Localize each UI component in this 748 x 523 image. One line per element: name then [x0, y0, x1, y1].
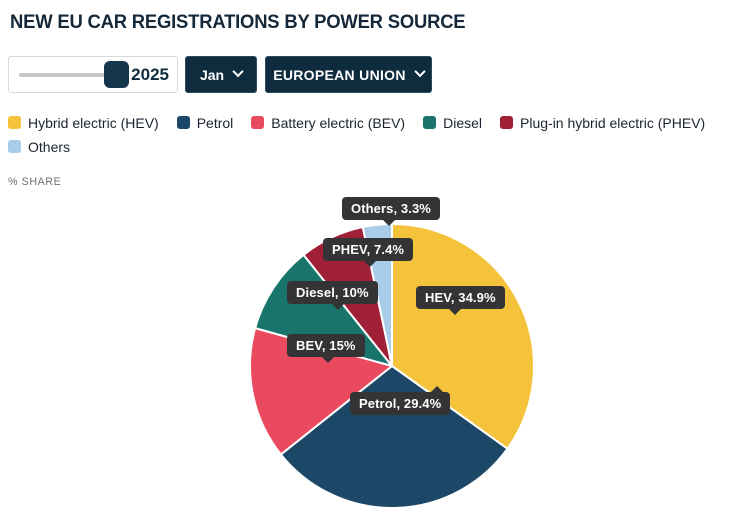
pie-slice-bev[interactable] [248, 327, 393, 456]
pie-label-pointer-icon [448, 308, 462, 322]
legend-swatch-icon [8, 140, 21, 153]
pie-slice-petrol[interactable] [279, 365, 509, 509]
pie-label-pointer-icon [430, 379, 444, 393]
page-title: NEW EU CAR REGISTRATIONS BY POWER SOURCE [10, 12, 466, 33]
month-dropdown-label: Jan [199, 66, 225, 83]
pie-label-hev: HEV, 34.9% [416, 286, 505, 315]
pie-label-phev: PHEV, 7.4% [323, 238, 414, 267]
legend-label: Diesel [443, 114, 483, 131]
legend-item-phev[interactable]: Plug-in hybrid electric (PHEV) [500, 112, 705, 133]
legend-item-diesel[interactable]: Diesel [423, 112, 482, 133]
pie-label-others: Others, 3.3% [342, 197, 440, 226]
legend-label: Plug-in hybrid electric (PHEV) [520, 114, 706, 131]
pie-label-text: PHEV, 7.4% [332, 242, 405, 257]
legend-item-others[interactable]: Others [8, 136, 70, 157]
pie-label-pointer-icon [321, 356, 335, 370]
legend-label: Hybrid electric (HEV) [28, 114, 159, 131]
pie-label-text: Others, 3.3% [351, 201, 431, 216]
pie-label-pointer-icon [382, 219, 396, 233]
year-slider-thumb[interactable] [104, 61, 129, 88]
legend-item-hev[interactable]: Hybrid electric (HEV) [8, 112, 159, 133]
legend-label: Others [28, 138, 71, 155]
chevron-down-icon [232, 65, 244, 77]
legend-swatch-icon [8, 116, 21, 129]
pie-label-text: BEV, 15% [296, 338, 356, 353]
chevron-down-icon [414, 65, 426, 77]
pie-label-diesel: Diesel, 10% [287, 281, 378, 310]
legend-swatch-icon [251, 116, 265, 129]
pie-label-pointer-icon [331, 303, 345, 317]
chart-legend: Hybrid electric (HEV) Petrol Battery elect… [8, 112, 744, 157]
pie-label-text: HEV, 34.9% [425, 290, 496, 305]
share-axis-label: % SHARE [8, 176, 62, 188]
pie-label-bev: BEV, 15% [287, 334, 365, 363]
year-slider: 2025 [8, 56, 178, 93]
legend-swatch-icon [500, 116, 514, 129]
pie-label-text: Petrol, 29.4% [359, 396, 442, 411]
year-slider-track[interactable] [19, 73, 123, 77]
pie-label-pointer-icon [363, 260, 377, 274]
legend-item-bev[interactable]: Battery electric (BEV) [251, 112, 405, 133]
year-slider-value: 2025 [131, 65, 169, 84]
pie-slice-hev[interactable] [391, 223, 535, 450]
legend-label: Petrol [196, 114, 234, 131]
pie-label-petrol: Petrol, 29.4% [350, 386, 451, 415]
legend-item-petrol[interactable]: Petrol [176, 112, 234, 133]
region-dropdown[interactable]: EUROPEAN UNION [265, 56, 432, 93]
pie-label-text: Diesel, 10% [296, 285, 369, 300]
legend-swatch-icon [176, 116, 190, 129]
month-dropdown[interactable]: Jan [185, 56, 257, 93]
legend-label: Battery electric (BEV) [271, 114, 406, 131]
legend-swatch-icon [423, 116, 437, 129]
region-dropdown-label: EUROPEAN UNION [273, 66, 406, 83]
